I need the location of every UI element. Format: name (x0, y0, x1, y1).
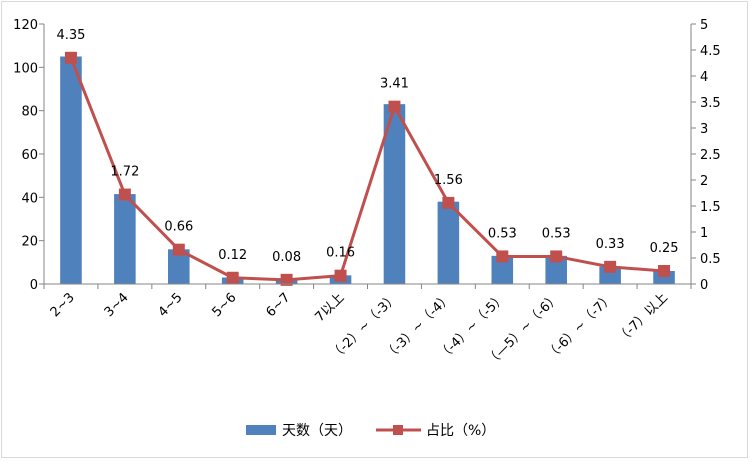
line-marker (226, 271, 239, 284)
legend-swatch-bar (246, 425, 276, 435)
line-marker (550, 250, 563, 263)
bar (491, 255, 514, 284)
right-axis-tick-label: 4 (700, 70, 708, 85)
line-path (69, 57, 665, 282)
right-axis-tick-label: 0.5 (700, 252, 721, 267)
data-label: 1.72 (110, 165, 139, 180)
right-axis-tick-label: 4.5 (700, 44, 721, 59)
bar (60, 56, 82, 284)
bar (437, 201, 460, 284)
right-axis-tick-label: 1.5 (700, 200, 721, 215)
right-y-axis: 0 0.5 1 1.5 2 2.5 3 3.5 4 4.5 5 (690, 18, 721, 293)
line-series: 4.35 1.72 0.66 0.12 0.08 0.16 3.41 1.56 0.53 0.53… (56, 28, 679, 286)
data-label: 0.53 (488, 226, 517, 241)
left-axis-tick-label: 80 (21, 105, 38, 120)
line-marker (172, 243, 185, 256)
data-label: 0.33 (596, 237, 625, 252)
left-axis-tick-label: 0 (30, 278, 38, 293)
right-axis-tick-label: 3.5 (700, 96, 721, 111)
x-axis-category-label: 2~3 (48, 290, 78, 320)
line-marker (658, 265, 671, 277)
x-axis-category-label: 4~5 (156, 290, 186, 320)
bar (168, 249, 190, 284)
right-axis-tick-label: 2 (700, 174, 708, 189)
line-marker (334, 269, 347, 282)
line-marker (604, 260, 617, 273)
x-axis-category-label: 7以上 (313, 290, 348, 325)
left-axis-tick-label: 120 (13, 18, 38, 33)
line-marker (64, 51, 77, 64)
x-axis-category-label: （-7）以上 (614, 290, 671, 347)
legend-swatch-marker (393, 425, 403, 435)
x-axis-category-label: 5~6 (210, 290, 240, 320)
right-axis-tick-label: 0 (700, 278, 708, 293)
right-axis-tick-label: 5 (700, 18, 708, 33)
line-marker (442, 196, 455, 209)
line-marker (280, 273, 293, 286)
line-marker (118, 188, 131, 201)
left-axis-tick-label: 20 (21, 235, 38, 250)
right-axis-tick-label: 1 (700, 226, 708, 241)
data-label: 3.41 (380, 77, 409, 92)
bar (545, 255, 567, 284)
right-axis-tick-label: 2.5 (700, 148, 721, 163)
legend-label-bar: 天数（天） (282, 423, 352, 439)
data-label: 1.56 (434, 173, 463, 188)
data-label: 0.12 (218, 248, 247, 263)
legend-label-line: 占比（%） (426, 423, 495, 439)
data-label: 0.25 (650, 241, 679, 256)
right-axis-tick-label: 3 (700, 122, 708, 137)
bar-series (60, 56, 675, 285)
bar (383, 104, 406, 285)
line-marker (388, 100, 401, 113)
x-axis-category-label: 6~7 (263, 290, 293, 320)
legend: 天数（天） 占比（%） (246, 423, 495, 439)
left-y-axis: 0 20 40 60 80 100 120 (13, 18, 45, 293)
bar (114, 194, 136, 284)
data-label: 0.66 (164, 220, 193, 235)
line-marker (496, 250, 509, 263)
x-axis-category-label: 3~4 (102, 290, 132, 320)
left-axis-tick-label: 40 (21, 191, 38, 206)
x-axis-labels: 2~3 3~4 4~5 5~6 6~7 7以上（-2）~（-3）（-3）~（-4）（-4）… (43, 283, 692, 370)
data-label: 4.35 (56, 28, 85, 43)
left-axis-tick-label: 100 (13, 61, 38, 76)
left-axis-tick-label: 60 (21, 148, 38, 163)
data-label: 0.16 (326, 246, 355, 261)
data-label: 0.08 (272, 250, 301, 265)
data-label: 0.53 (542, 226, 571, 241)
